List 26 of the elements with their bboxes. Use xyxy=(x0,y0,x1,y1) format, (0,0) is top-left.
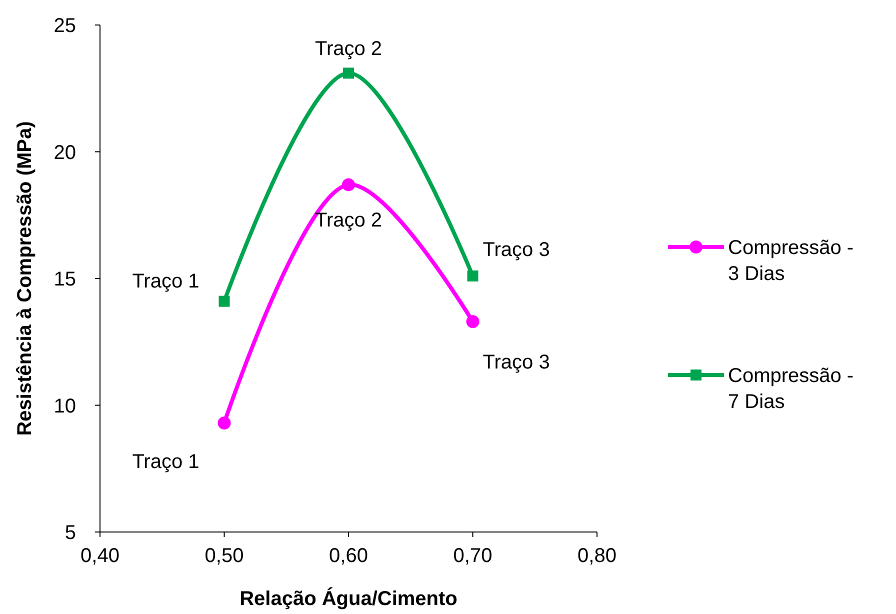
point xyxy=(218,416,231,430)
point xyxy=(218,296,230,307)
y-tick-label: 25 xyxy=(54,15,76,37)
x-tick-label: 0,40 xyxy=(80,545,120,567)
point xyxy=(342,178,355,192)
point xyxy=(467,270,478,282)
annotation: Traço 2 xyxy=(314,210,382,232)
y-tick-label: 20 xyxy=(54,142,76,164)
point xyxy=(343,68,354,79)
x-tick-label: 0,50 xyxy=(204,545,244,567)
x-axis-title: Relação Água/Cimento xyxy=(240,587,458,610)
y-tick-label: 15 xyxy=(54,268,76,290)
annotation: Traço 2 xyxy=(314,38,382,60)
y-axis-title: Resistência à Compressão (MPa) xyxy=(14,121,36,436)
legend-label: Compressão - 3 Dias xyxy=(728,237,854,285)
y-tick-label: 10 xyxy=(54,395,76,418)
x-tick-label: 0,80 xyxy=(578,545,616,567)
x-tick-label: 0,60 xyxy=(329,545,368,567)
annotation: Traço 3 xyxy=(482,238,550,261)
y-tick-label: 5 xyxy=(64,522,76,544)
annotation: Traço 1 xyxy=(132,450,200,473)
legend-label: Compressão - 7 Dias xyxy=(728,365,854,413)
annotation: Traço 3 xyxy=(482,352,550,374)
annotation: Traço 1 xyxy=(132,270,200,292)
point xyxy=(466,315,480,328)
x-tick-label: 0,70 xyxy=(453,545,492,567)
